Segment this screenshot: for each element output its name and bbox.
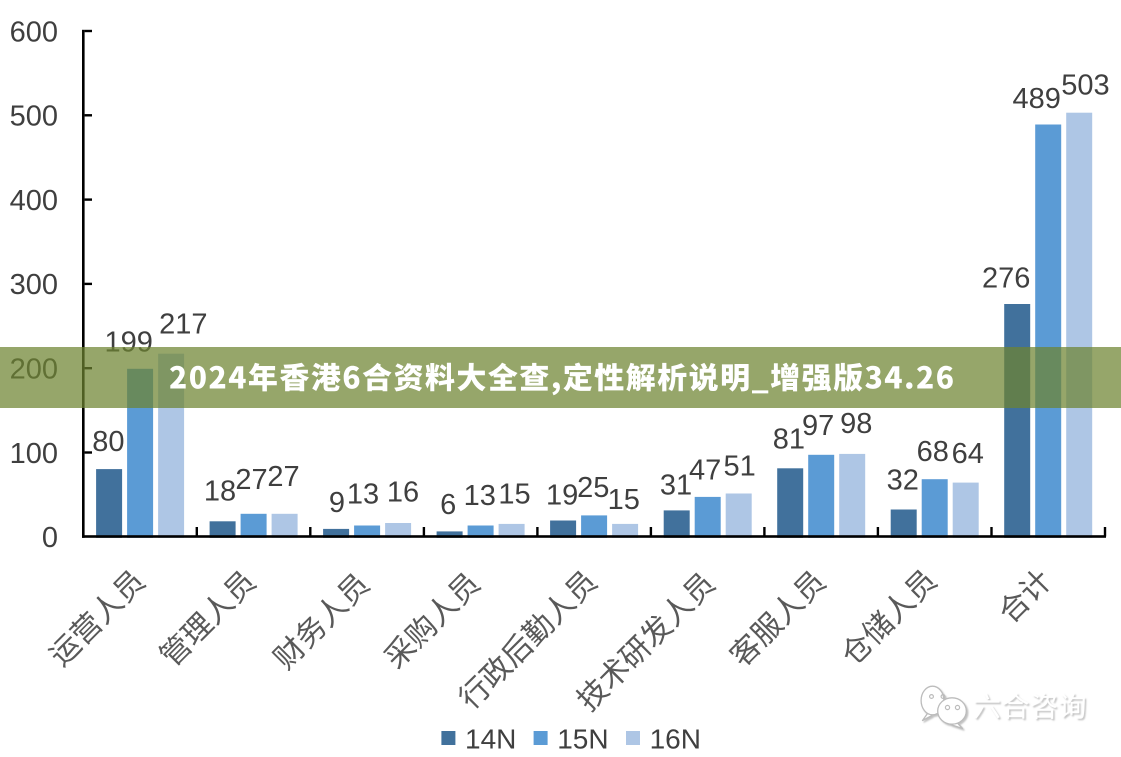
svg-text:0: 0: [42, 522, 58, 554]
svg-text:15N: 15N: [557, 724, 608, 755]
svg-text:32: 32: [887, 465, 919, 497]
svg-text:217: 217: [159, 309, 207, 341]
svg-text:31: 31: [660, 470, 692, 502]
svg-text:16N: 16N: [650, 724, 701, 755]
svg-text:19: 19: [546, 480, 578, 512]
svg-text:489: 489: [1013, 83, 1061, 115]
svg-text:9: 9: [329, 487, 345, 519]
svg-text:6: 6: [440, 489, 456, 521]
svg-text:13: 13: [347, 479, 379, 511]
svg-text:68: 68: [917, 436, 949, 468]
svg-text:27: 27: [235, 464, 267, 496]
svg-text:100: 100: [10, 438, 58, 470]
svg-text:13: 13: [464, 480, 496, 512]
svg-text:25: 25: [577, 472, 609, 504]
svg-text:300: 300: [10, 269, 58, 301]
svg-text:15: 15: [608, 484, 640, 516]
svg-text:80: 80: [92, 426, 124, 458]
svg-text:14N: 14N: [465, 724, 516, 755]
svg-text:27: 27: [267, 461, 299, 493]
svg-text:600: 600: [10, 16, 58, 48]
svg-text:276: 276: [982, 263, 1030, 295]
svg-text:16: 16: [387, 476, 419, 508]
svg-text:97: 97: [802, 410, 834, 442]
svg-text:503: 503: [1061, 70, 1109, 102]
svg-text:51: 51: [723, 451, 755, 483]
svg-text:400: 400: [10, 185, 58, 217]
svg-text:81: 81: [773, 423, 805, 455]
svg-text:64: 64: [952, 438, 984, 470]
svg-text:18: 18: [204, 476, 236, 508]
svg-text:500: 500: [10, 101, 58, 133]
svg-text:98: 98: [840, 408, 872, 440]
svg-text:15: 15: [498, 479, 530, 511]
svg-text:47: 47: [689, 454, 721, 486]
